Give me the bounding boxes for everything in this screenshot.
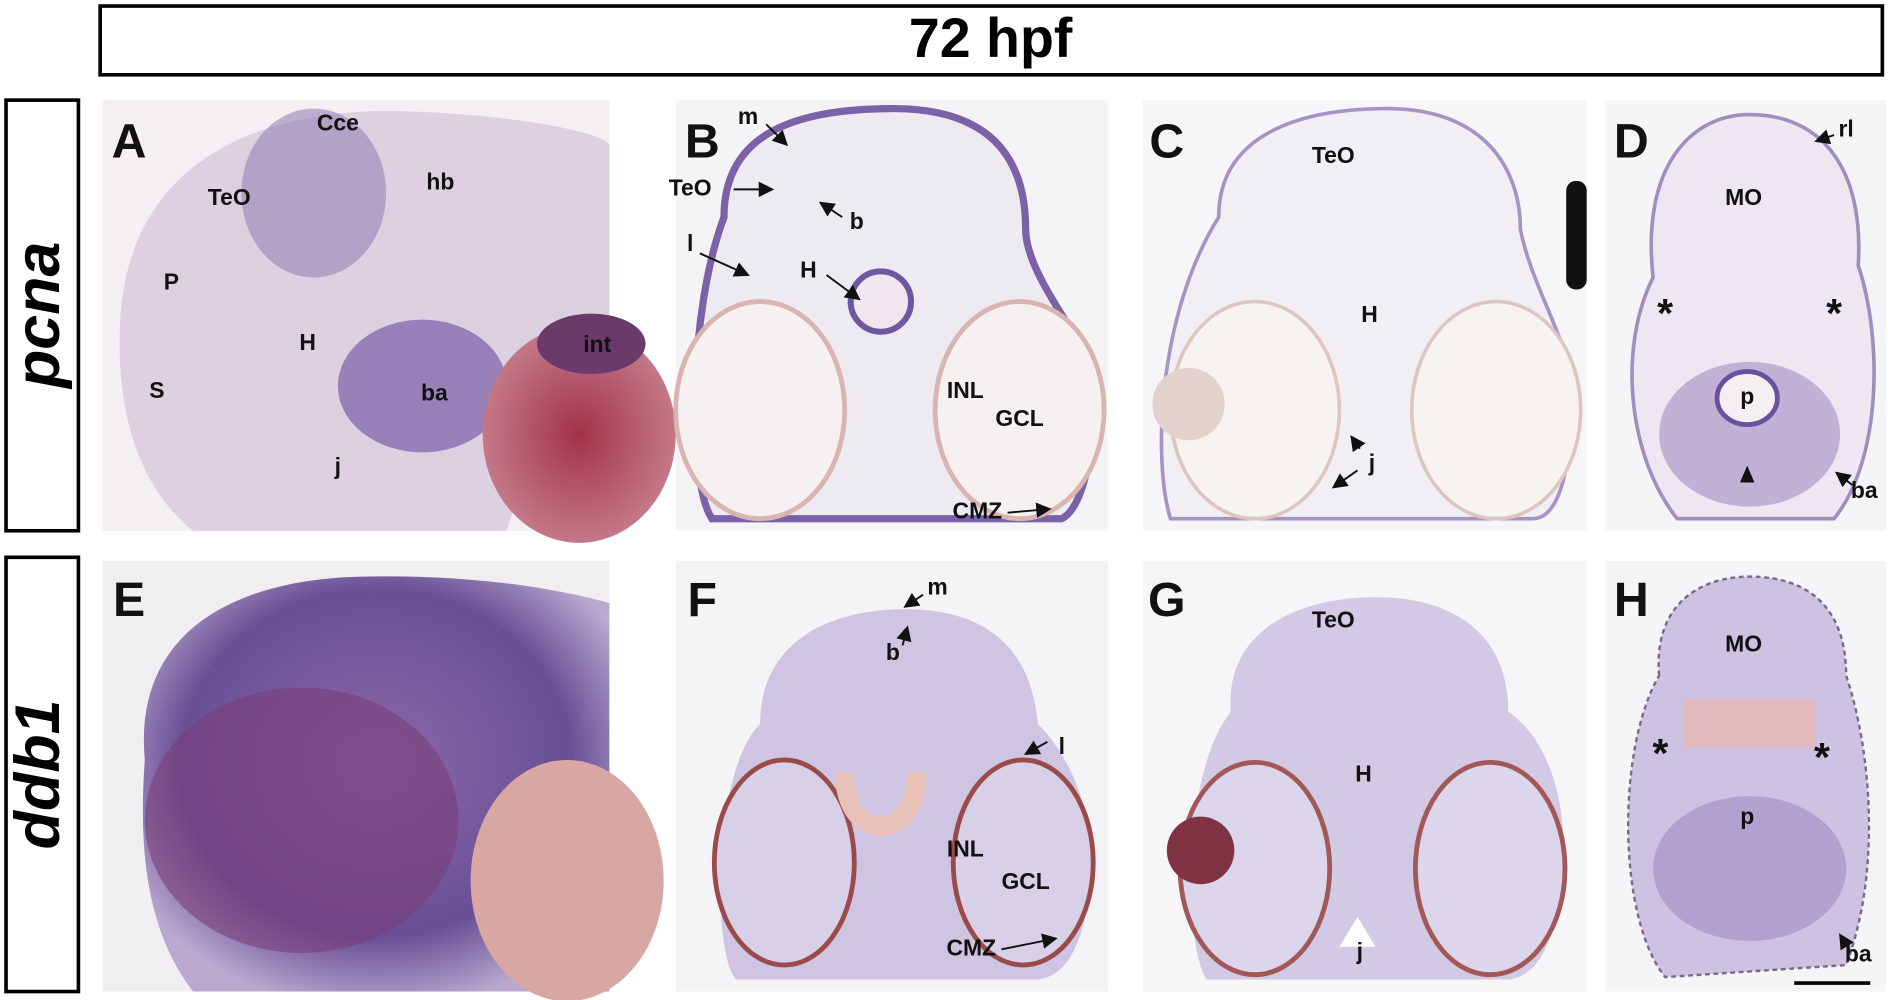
annotation: INL bbox=[947, 377, 984, 403]
annotation: j bbox=[1356, 938, 1363, 964]
panel-letter: E bbox=[113, 573, 145, 627]
annotation: TeO bbox=[1312, 142, 1355, 168]
annotation: int bbox=[583, 331, 611, 357]
panel-letter: F bbox=[688, 573, 717, 627]
annotation: m bbox=[738, 103, 758, 129]
annotation: MO bbox=[1725, 630, 1762, 656]
header-box bbox=[98, 4, 1885, 77]
annotation: * bbox=[1814, 734, 1830, 780]
annotation: H bbox=[1355, 761, 1372, 787]
annotation: p bbox=[1740, 383, 1754, 409]
row-label-box bbox=[4, 98, 81, 533]
panel-letter: C bbox=[1149, 115, 1184, 169]
panel-letter: A bbox=[112, 115, 147, 169]
annotation: Cce bbox=[317, 109, 359, 135]
annotation: rl bbox=[1839, 115, 1854, 141]
annotation: P bbox=[164, 269, 179, 295]
annotation: * bbox=[1652, 730, 1668, 776]
annotation: ba bbox=[1851, 477, 1878, 503]
panel-letter: B bbox=[685, 115, 720, 169]
annotation: hb bbox=[426, 168, 454, 194]
annotation: GCL bbox=[1001, 868, 1049, 894]
annotation: l bbox=[1059, 733, 1065, 759]
annotation: * bbox=[1826, 290, 1842, 336]
annotation: b bbox=[850, 208, 864, 234]
annotation: INL bbox=[947, 835, 984, 861]
annotation: TeO bbox=[669, 174, 712, 200]
annotation: TeO bbox=[208, 184, 251, 210]
annotation: j bbox=[334, 453, 341, 479]
row-label: ddb1 bbox=[3, 700, 73, 850]
annotation: ba bbox=[1845, 940, 1872, 966]
annotation: TeO bbox=[1312, 606, 1355, 632]
labels: A Cce hb TeO P H int S ba j B m TeO b l H INL GCL CMZ C TeO H… bbox=[112, 103, 1878, 966]
annotation: ba bbox=[421, 380, 448, 406]
annotation: m bbox=[927, 574, 947, 600]
annotation: j bbox=[1368, 449, 1375, 475]
annotation: MO bbox=[1725, 184, 1762, 210]
row-label: pcna bbox=[3, 242, 73, 390]
annotation: GCL bbox=[995, 405, 1043, 431]
header-title: 72 hpf bbox=[909, 7, 1073, 69]
annotation: CMZ bbox=[947, 934, 997, 960]
annotation: b bbox=[886, 639, 900, 665]
annotation: l bbox=[687, 230, 693, 256]
annotation: H bbox=[299, 329, 316, 355]
annotation: CMZ bbox=[953, 498, 1003, 524]
annotation: H bbox=[1361, 301, 1378, 327]
panel-letter: D bbox=[1614, 115, 1649, 169]
panel-letter: G bbox=[1148, 573, 1186, 627]
annotation: p bbox=[1740, 803, 1754, 829]
arrows bbox=[699, 123, 1871, 985]
annotation: S bbox=[149, 377, 164, 403]
row-label-box bbox=[4, 555, 81, 994]
annotation: * bbox=[1657, 290, 1673, 336]
panel-letter: H bbox=[1614, 573, 1649, 627]
panel-images bbox=[102, 100, 1886, 1000]
annotation: H bbox=[800, 256, 817, 282]
